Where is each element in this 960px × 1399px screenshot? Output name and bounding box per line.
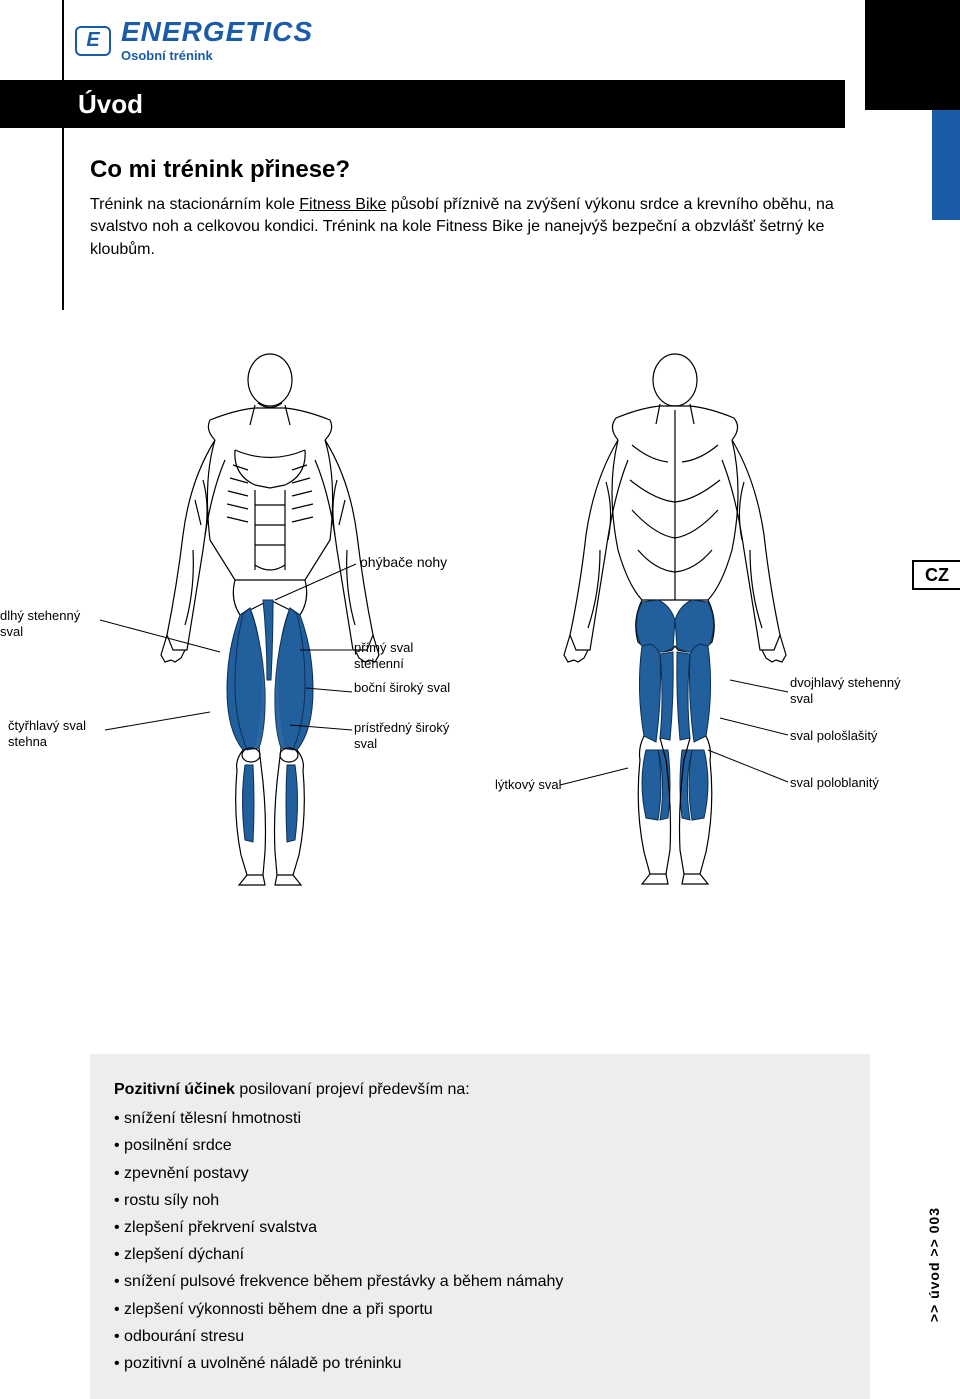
page-footer-side: >> úvod >> 003	[926, 1207, 942, 1322]
list-item: odbourání stresu	[114, 1323, 846, 1350]
list-item: zpevnění postavy	[114, 1160, 846, 1187]
anatomy-diagram: ohýbače nohy dlhý stehenný sval čtyřhlav…	[0, 350, 960, 950]
section-title-bar: Úvod	[0, 80, 845, 128]
label-pristredny: prístředný široký sval	[354, 720, 454, 751]
list-item: snížení tělesní hmotnosti	[114, 1105, 846, 1132]
label-poloslasity: sval pološlašitý	[790, 728, 877, 744]
label-dvojhlavy: dvojhlavý stehenný sval	[790, 675, 910, 706]
label-lytkovy: lýtkový sval	[495, 777, 561, 793]
intro-pre: Trénink na stacionárním kole	[90, 196, 299, 213]
list-item: zlepšení překrvení svalstva	[114, 1214, 846, 1241]
brand-sub: Osobní trénink	[121, 48, 313, 63]
logo-letter: E	[86, 29, 99, 52]
benefits-list: snížení tělesní hmotnosti posilnění srdc…	[114, 1105, 846, 1377]
logo-icon: E	[75, 26, 111, 56]
benefits-box: Pozitivní účinek posilovaní projeví před…	[90, 1054, 870, 1399]
list-item: snížení pulsové frekvence během přestávk…	[114, 1268, 846, 1295]
label-lines	[0, 350, 960, 950]
page-subtitle: Co mi trénink přinese?	[90, 156, 350, 184]
vertical-rule	[62, 0, 64, 310]
benefits-lead: Pozitivní účinek posilovaní projeví před…	[114, 1076, 846, 1103]
intro-paragraph: Trénink na stacionárním kole Fitness Bik…	[90, 194, 850, 261]
label-ctyrhlavy: čtyřhlavý sval stehna	[8, 718, 108, 749]
label-poloblanity: sval poloblanitý	[790, 775, 879, 791]
brand-name: ENERGETICS	[121, 18, 313, 46]
label-ohybace: ohýbače nohy	[360, 554, 447, 571]
label-dlhy-stehenny: dlhý stehenný sval	[0, 608, 100, 639]
intro-link: Fitness Bike	[299, 196, 386, 213]
list-item: posilnění srdce	[114, 1132, 846, 1159]
list-item: zlepšení výkonnosti během dne a při spor…	[114, 1296, 846, 1323]
benefits-lead-bold: Pozitivní účinek	[114, 1081, 235, 1098]
corner-blue	[932, 110, 960, 220]
section-title: Úvod	[78, 89, 143, 120]
label-bocni-siroky: boční široký sval	[354, 680, 454, 696]
list-item: rostu síly noh	[114, 1187, 846, 1214]
list-item: zlepšení dýchaní	[114, 1241, 846, 1268]
label-primy-sval: přímý sval stehenní	[354, 640, 454, 671]
brand-wrap: ENERGETICS Osobní trénink	[121, 18, 313, 63]
page: E ENERGETICS Osobní trénink Úvod Co mi t…	[0, 0, 960, 1362]
benefits-lead-rest: posilovaní projeví především na:	[235, 1081, 470, 1098]
brand-header: E ENERGETICS Osobní trénink	[75, 18, 313, 63]
corner-black	[865, 0, 960, 110]
list-item: pozitivní a uvolněné náladě po tréninku	[114, 1350, 846, 1377]
